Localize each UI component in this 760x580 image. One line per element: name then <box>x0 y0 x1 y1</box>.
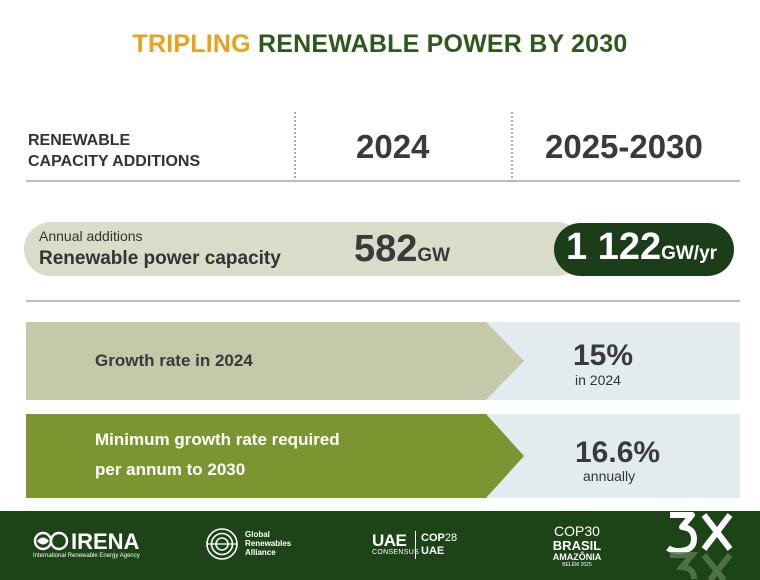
tripling-3x-icon <box>666 512 733 580</box>
uae-consensus-uae: UAE <box>372 531 407 550</box>
header-label-line2: CAPACITY ADDITIONS <box>28 153 201 170</box>
capacity-target-pill <box>554 223 734 276</box>
capacity-value-2024: 582GW <box>354 228 450 271</box>
cop30-number: 30 <box>584 523 600 539</box>
cop30-amazonia: AMAZÔNIA <box>552 552 602 562</box>
cop30-city: BELÉM 2025 <box>562 562 592 568</box>
cop30-cop: COP <box>554 523 585 539</box>
growth-arrow-band <box>26 322 524 400</box>
title-rest: RENEWABLE POWER BY 2030 <box>250 30 628 58</box>
growth-sub: in 2024 <box>575 372 621 388</box>
capacity-unit-2030: GW/yr <box>661 243 718 264</box>
required-label: Minimum growth rate required per annum t… <box>95 425 340 485</box>
cop28-number: 28 <box>444 532 458 544</box>
footer-bar: IRENA International Renewable Energy Age… <box>0 511 760 580</box>
gra-circle-icon <box>206 528 238 560</box>
required-label-line2: per annum to 2030 <box>95 460 246 479</box>
column-header-2024: 2024 <box>356 128 430 165</box>
uae-logo-divider <box>415 531 416 559</box>
capacity-value-2030: 1 122GW/yr <box>566 226 717 269</box>
uae-consensus-word: CONSENSUS <box>372 549 420 556</box>
title-highlight: TRIPLING <box>132 30 251 58</box>
gra-line2: Renewables <box>245 539 292 548</box>
growth-label: Growth rate in 2024 <box>95 351 253 370</box>
capacity-unit-2024: GW <box>417 245 451 266</box>
cop28-mark: COP28 <box>421 532 457 544</box>
capacity-pill <box>24 222 584 276</box>
cop28-cop: COP <box>421 532 445 544</box>
row-label-header: RENEWABLE CAPACITY ADDITIONS <box>28 130 278 172</box>
capacity-big-label: Renewable power capacity <box>39 248 281 269</box>
required-arrow-shape <box>26 414 524 498</box>
required-sub: annually <box>583 468 636 484</box>
capacity-number-2024: 582 <box>354 228 418 270</box>
required-arrow-band <box>26 414 524 498</box>
gra-text: Global Renewables Alliance <box>245 530 291 557</box>
irena-name: IRENA <box>71 529 140 554</box>
column-divider <box>294 112 296 182</box>
irena-tagline: International Renewable Energy Agency <box>33 553 140 559</box>
required-label-line1: Minimum growth rate required <box>95 430 340 449</box>
header-label-line1: RENEWABLE <box>28 132 131 149</box>
cop30-logo: COP30 BRASIL AMAZÔNIA BELÉM 2025 <box>547 524 607 569</box>
cop28-uae: UAE <box>421 545 445 557</box>
cop30-mark: COP30 <box>547 524 607 539</box>
gra-line3: Alliance <box>245 548 276 557</box>
capacity-divider <box>26 300 740 302</box>
header-divider <box>26 180 740 182</box>
capacity-small-label: Annual additions <box>39 228 143 244</box>
irena-circles-icon <box>33 531 69 551</box>
column-divider <box>511 112 513 182</box>
growth-arrow-shape <box>26 322 524 400</box>
required-value: 16.6% <box>575 436 661 469</box>
gra-line1: Global <box>245 530 270 539</box>
cop30-brasil: BRASIL <box>552 538 602 553</box>
capacity-number-2030: 1 122 <box>566 226 662 268</box>
page-title: TRIPLING RENEWABLE POWER BY 2030 <box>0 30 760 59</box>
column-header-2025-2030: 2025-2030 <box>545 128 703 165</box>
growth-value: 15% <box>573 339 634 372</box>
